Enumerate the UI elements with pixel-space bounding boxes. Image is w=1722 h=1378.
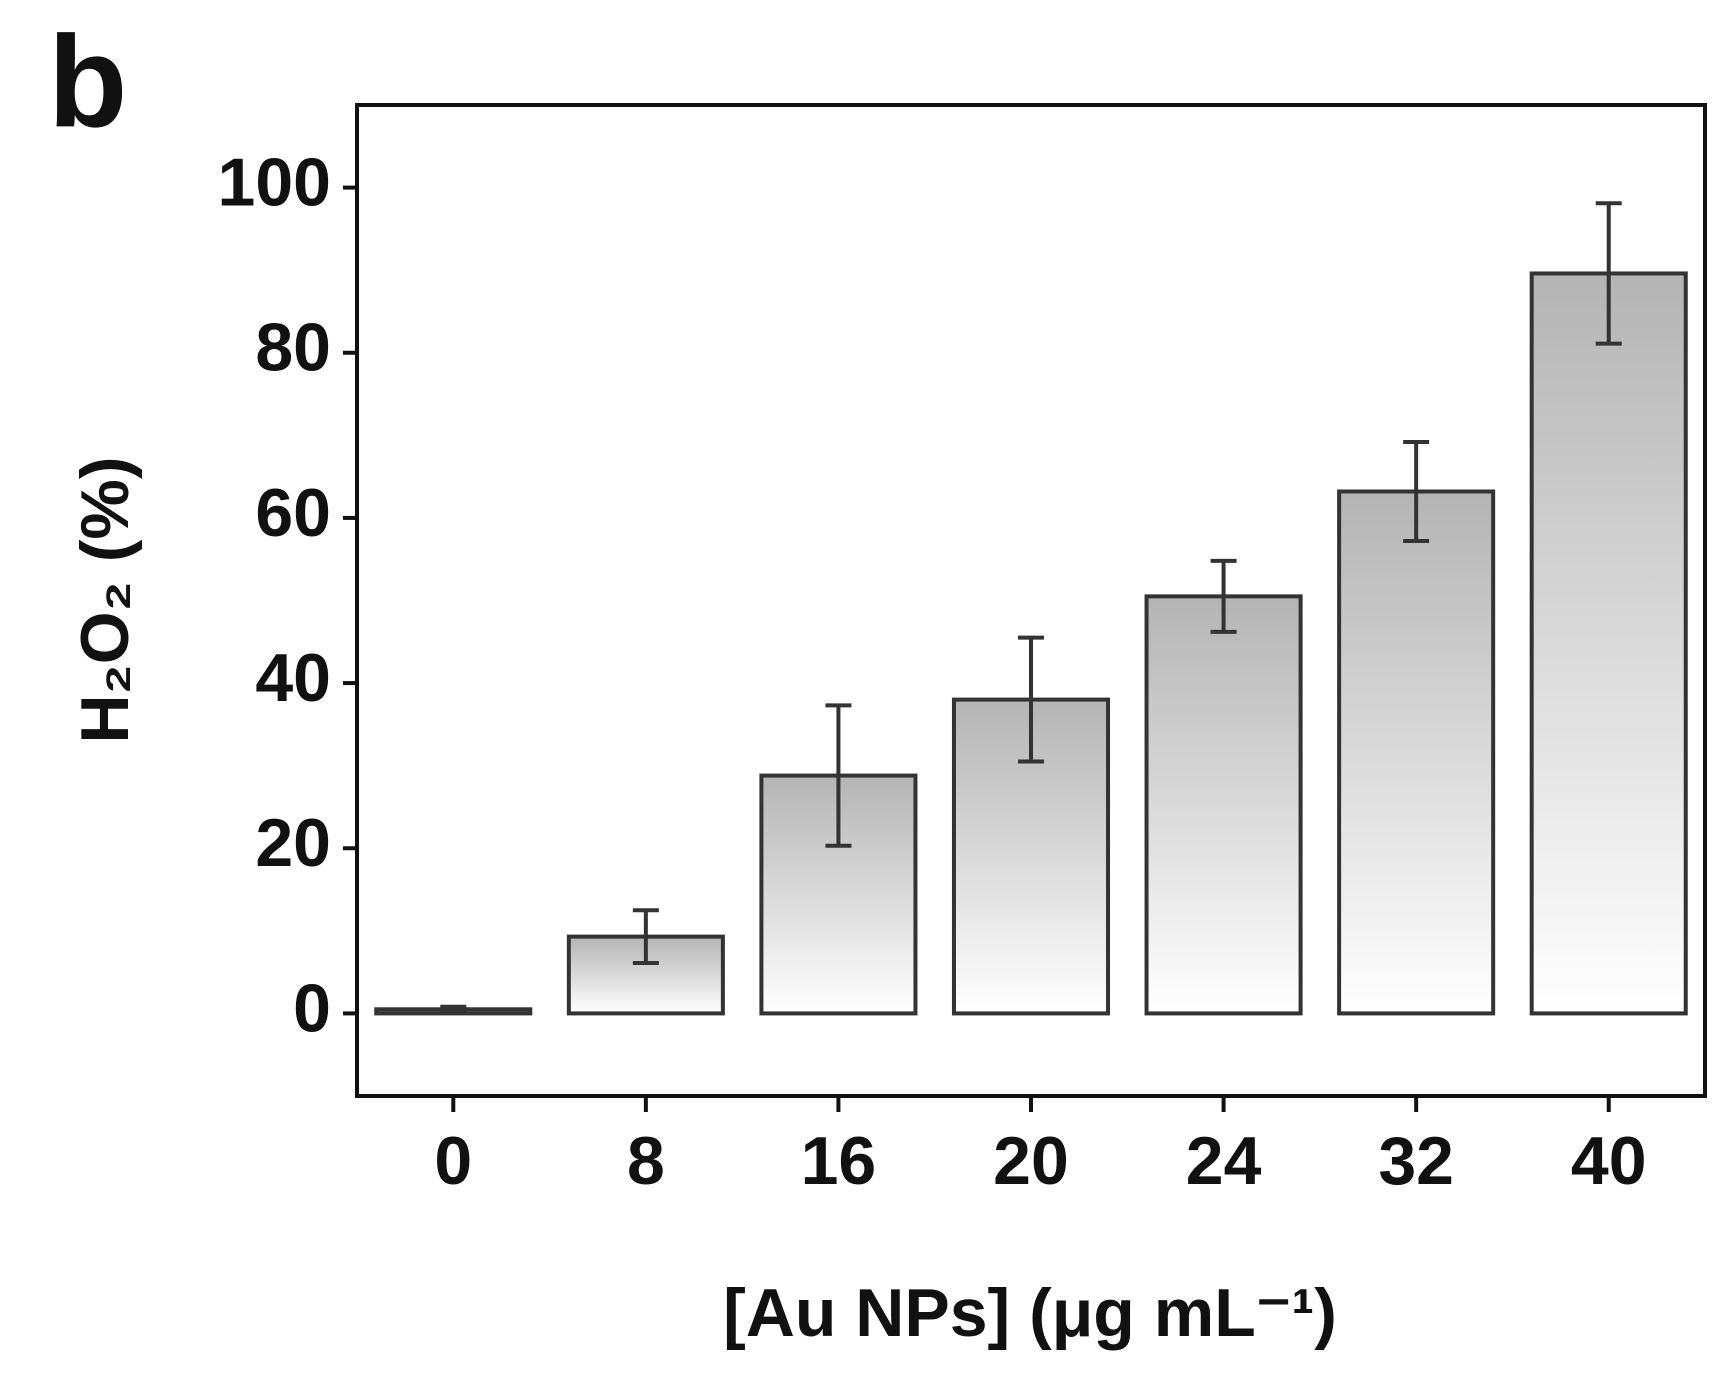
x-tick-label: 24 xyxy=(1186,1123,1262,1199)
y-axis-label: H₂O₂ (%) xyxy=(67,456,143,743)
bar xyxy=(1144,594,1303,1016)
error-bar xyxy=(1210,558,1237,634)
x-tick-label: 20 xyxy=(993,1123,1069,1199)
error-bar xyxy=(1018,635,1044,764)
y-tick-label: 60 xyxy=(255,475,331,551)
x-tick-label: 40 xyxy=(1571,1123,1647,1199)
panel-label: b xyxy=(48,8,127,154)
x-tick-label: 8 xyxy=(627,1123,665,1199)
error-bar xyxy=(632,908,659,966)
y-tick-label: 40 xyxy=(255,640,331,716)
x-tick-label: 0 xyxy=(434,1123,472,1199)
error-bar xyxy=(440,1004,467,1014)
error-bar xyxy=(825,703,852,848)
y-tick-label: 80 xyxy=(255,310,331,386)
bar xyxy=(1337,489,1496,1016)
error-bar xyxy=(1403,439,1430,544)
x-tick-label: 32 xyxy=(1378,1123,1454,1199)
y-tick-label: 100 xyxy=(218,145,331,221)
y-tick-label: 0 xyxy=(293,970,331,1046)
y-tick-label: 20 xyxy=(255,805,331,881)
bar xyxy=(1529,271,1688,1016)
x-tick-label: 16 xyxy=(801,1123,877,1199)
bar xyxy=(566,934,725,1016)
x-axis-label: [Au NPs] (μg mL⁻¹) xyxy=(723,1275,1337,1351)
error-bar xyxy=(1595,201,1622,346)
